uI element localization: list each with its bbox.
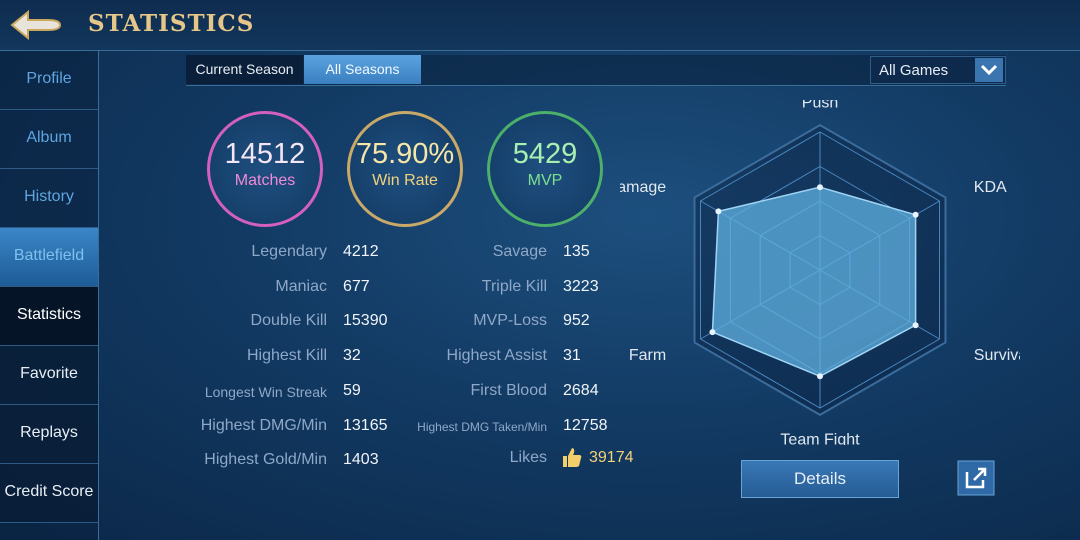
sidebar-item[interactable]: History <box>0 169 98 228</box>
stat-label: Highest Kill <box>246 347 327 365</box>
stat-label: Highest DMG/Min <box>200 416 327 434</box>
stat-label: Longest Win Streak <box>204 383 327 400</box>
back-button[interactable] <box>8 8 66 42</box>
stat-value: 59 <box>343 381 361 399</box>
details-button[interactable]: Details <box>741 460 899 498</box>
tab[interactable]: Current Season <box>186 55 303 84</box>
summary-label: Matches <box>234 172 296 189</box>
sidebar: Profile Album History Battlefield Statistics… <box>0 51 99 540</box>
radar-point <box>817 184 823 191</box>
stat-value: 4212 <box>343 243 379 260</box>
stat-value: 1403 <box>343 451 379 469</box>
radar-axis-label: Farm <box>629 347 666 364</box>
likes-label: Likes <box>509 449 547 467</box>
radar-axis-label: KDA <box>974 179 1007 196</box>
stat-value: 32 <box>343 347 361 365</box>
stat-label: Savage <box>492 243 547 260</box>
radar-point <box>817 373 823 380</box>
stat-label: Double Kill <box>250 312 327 330</box>
dropdown-label: All Games <box>879 62 949 79</box>
dropdown[interactable]: All Games <box>870 56 1006 84</box>
stat-label: MVP-Loss <box>473 312 547 330</box>
share-button[interactable] <box>957 460 995 496</box>
sidebar-item[interactable]: Statistics <box>0 287 98 346</box>
stat-value: 952 <box>563 312 590 330</box>
sidebar-item[interactable]: Battlefield <box>0 228 98 287</box>
stat-value: 677 <box>343 277 370 295</box>
summary-circle: 14512 Matches <box>207 111 323 227</box>
radar-point <box>709 329 716 336</box>
radar-point <box>912 211 919 218</box>
stat-label: Highest DMG Taken/Min <box>417 419 547 434</box>
like-icon[interactable] <box>561 446 583 468</box>
sidebar-item[interactable]: Album <box>0 110 98 169</box>
likes-value: 39174 <box>589 449 634 467</box>
radar-point <box>715 208 722 215</box>
stat-label: Highest Gold/Min <box>204 451 327 469</box>
radar-axis-label: Damage <box>620 179 666 196</box>
stat-value: 2684 <box>563 381 599 399</box>
summary-value: 14512 <box>224 138 306 170</box>
summary-value: 5429 <box>512 138 578 170</box>
summary-circle: 5429 MVP <box>487 111 603 227</box>
sidebar-item[interactable]: Credit Score <box>0 464 98 523</box>
tab-bar: Current Season All Seasons All Games <box>186 55 1006 86</box>
radar-axis-label: Survival <box>974 347 1020 364</box>
stat-label: Highest Assist <box>446 347 547 365</box>
top-bar: STATISTICS <box>0 0 1080 51</box>
stat-value: 135 <box>563 243 590 260</box>
stat-value: 12758 <box>563 416 608 434</box>
summary-value: 75.90% <box>355 138 455 170</box>
stat-label: Maniac <box>275 277 327 295</box>
stat-value: 13165 <box>343 416 388 434</box>
stat-label: Legendary <box>251 243 327 260</box>
radar-point <box>912 322 919 329</box>
sidebar-item[interactable]: Profile <box>0 51 98 110</box>
stat-value: 31 <box>563 347 581 365</box>
sidebar-item[interactable]: Replays <box>0 405 98 464</box>
summary-label: Win Rate <box>372 172 438 189</box>
stat-value: 15390 <box>343 312 388 330</box>
page-title: STATISTICS <box>88 10 255 37</box>
summary-circle: 75.90% Win Rate <box>347 111 463 227</box>
stat-value: 3223 <box>563 277 599 295</box>
stat-label: Triple Kill <box>481 277 547 295</box>
tab-active[interactable]: All Seasons <box>304 55 421 84</box>
radar-axis-label: Push <box>802 100 838 112</box>
summary-label: MVP <box>527 172 563 189</box>
sidebar-item[interactable]: Favorite <box>0 346 98 405</box>
radar-chart: Push KDA Survival Team Fight Farm Damage <box>620 100 1020 445</box>
radar-axis-label: Team Fight <box>780 431 860 445</box>
stat-label: First Blood <box>470 381 547 399</box>
dropdown-arrow <box>975 58 1003 82</box>
